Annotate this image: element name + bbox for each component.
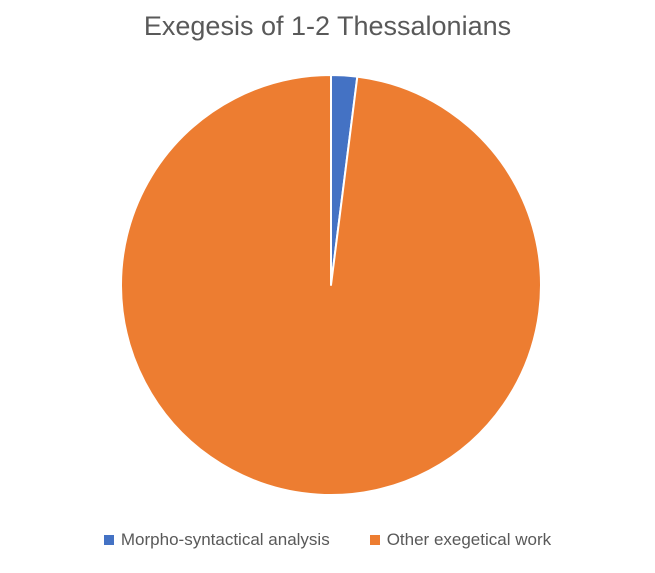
legend-swatch-morpho-syntactical [103, 535, 114, 545]
legend-item-morpho-syntactical: Morpho-syntactical analysis [103, 530, 330, 550]
chart-title: Exegesis of 1-2 Thessalonians [143, 11, 512, 41]
legend: Morpho-syntactical analysis Other exeget… [0, 530, 655, 550]
legend-item-other-exegetical: Other exegetical work [369, 530, 552, 550]
legend-label-other-exegetical: Other exegetical work [386, 530, 552, 549]
pie-slice-other-exegetical [120, 74, 542, 496]
legend-label-morpho-syntactical: Morpho-syntactical analysis [120, 530, 330, 549]
legend-swatch-other-exegetical [369, 535, 380, 545]
